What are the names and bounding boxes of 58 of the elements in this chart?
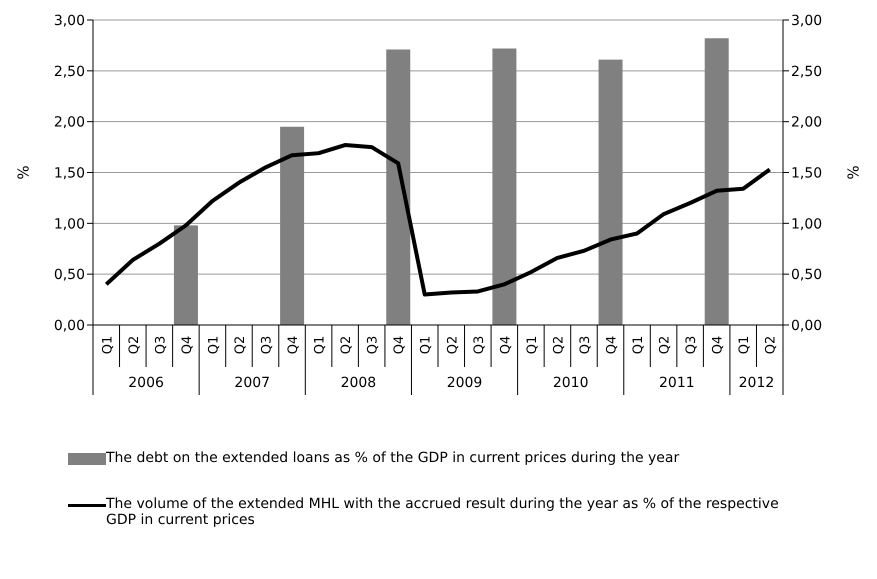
y2-axis-title: % — [844, 165, 862, 180]
text: 2010 — [552, 375, 589, 391]
y2-tick-label: 1,50 — [791, 165, 822, 182]
x-tick-label: Q1 — [100, 336, 116, 354]
x-tick-label: Q2 — [445, 336, 460, 354]
bar — [386, 49, 410, 325]
bar — [174, 225, 198, 325]
y-tick-label: 0,50 — [54, 267, 85, 284]
x-tick-label: Q1 — [206, 336, 222, 354]
bar — [598, 60, 623, 325]
x-tick-label: Q1 — [312, 336, 328, 354]
y-tick-label: 2,50 — [54, 64, 85, 80]
y-tick-label: 2,00 — [54, 114, 85, 131]
y-tick-label: 1,00 — [54, 216, 85, 232]
x-tick-label: Q1 — [524, 336, 540, 354]
text: 2006 — [128, 375, 164, 391]
y2-tick-label: 0,50 — [791, 267, 822, 284]
x-tick-label: Q4 — [392, 336, 408, 354]
legend-label: The debt on the extended loans as % of the GDP in current prices during the year — [106, 450, 680, 466]
x-tick-label: Q2 — [658, 336, 673, 354]
line-series — [104, 143, 772, 296]
x-tick-label: Q4 — [286, 336, 302, 354]
y-axis-title: % — [14, 165, 32, 180]
x-tick-label: Q1 — [418, 336, 434, 354]
x-tick-label: Q4 — [604, 336, 620, 354]
y2-tick-label: 2,50 — [791, 64, 822, 80]
y2-tick-label: 0,00 — [791, 318, 822, 334]
bar — [704, 38, 729, 325]
x-tick-label: Q2 — [551, 336, 566, 354]
x-tick-label: Q3 — [366, 336, 381, 354]
x-tick-label: Q1 — [737, 336, 752, 354]
x-tick-label: Q3 — [578, 336, 593, 354]
y-tick-label: 1,50 — [54, 165, 85, 182]
text: 2009 — [446, 375, 482, 391]
text: 2008 — [340, 375, 376, 391]
x-tick-label: Q2 — [764, 336, 779, 354]
x-tick-label: Q3 — [260, 336, 274, 354]
x-tick-label: Q3 — [153, 336, 168, 354]
x-tick-label: Q2 — [126, 336, 142, 354]
x-tick-label: Q4 — [498, 336, 514, 354]
x-tick-label: Q2 — [339, 336, 354, 354]
x-tick-label: Q3 — [684, 336, 700, 354]
y2-tick-label: 1,00 — [791, 216, 822, 232]
x-tick-label: Q2 — [232, 336, 248, 354]
y-tick-label: 3,00 — [54, 12, 85, 29]
x-tick-label: Q1 — [631, 336, 646, 354]
text: 2007 — [234, 375, 270, 391]
text: 2011 — [659, 375, 695, 391]
x-tick-label: Q4 — [710, 336, 726, 354]
x-tick-label: Q4 — [180, 336, 195, 354]
text: 2012 — [738, 375, 774, 391]
y2-tick-label: 2,00 — [791, 114, 822, 131]
y2-tick-label: 3,00 — [791, 12, 822, 29]
x-tick-label: Q3 — [472, 336, 487, 354]
bar — [492, 48, 516, 325]
y-tick-label: 0,00 — [54, 318, 85, 334]
legend-label: The volume of the extended MHL with the accrued result during the year as % of the respective GDP in current prices — [106, 496, 780, 528]
bar — [280, 126, 304, 325]
